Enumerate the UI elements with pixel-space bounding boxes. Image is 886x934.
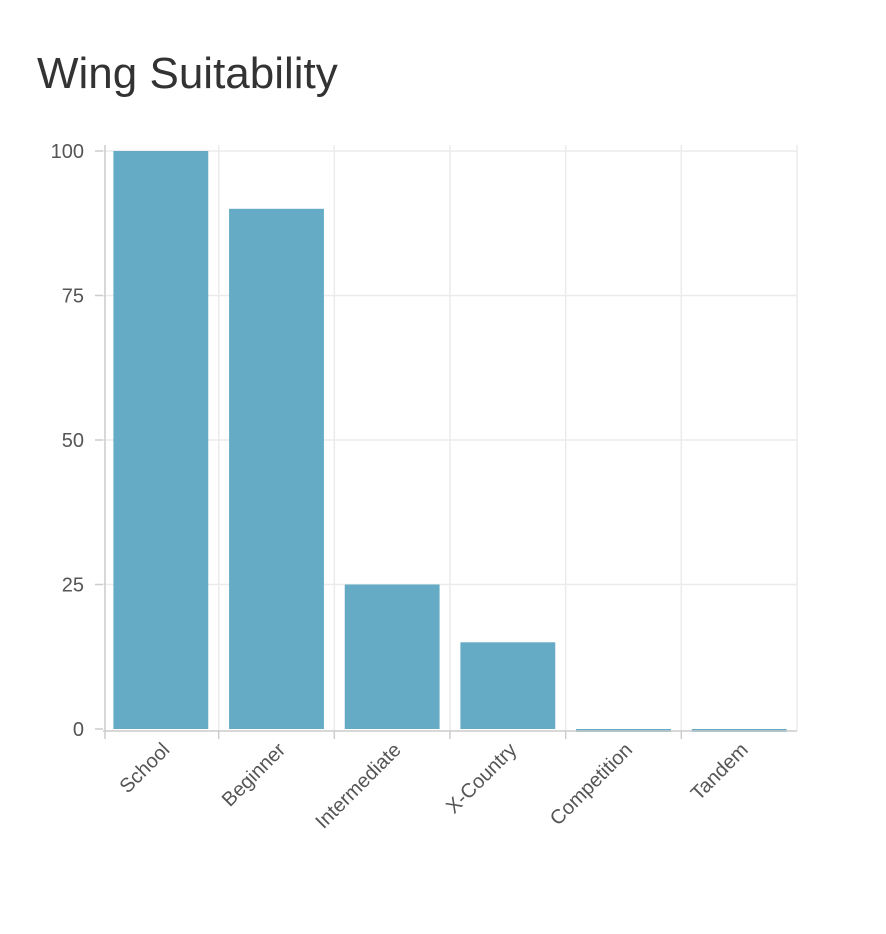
bars [113,151,787,732]
x-tick-label: Beginner [218,739,290,811]
bar-beginner [229,208,324,730]
x-tick-label: School [116,739,175,798]
x-tick-label: Intermediate [312,739,406,833]
axes [95,145,797,739]
y-tick-label: 0 [73,719,84,741]
bar-x-country [460,642,556,729]
bar-intermediate [344,584,440,729]
x-tick-label: Competition [546,739,637,830]
grid [103,145,798,731]
chart-title: Wing Suitability [37,49,338,98]
y-tick-label: 100 [51,141,84,163]
y-tick-label: 75 [62,286,84,308]
x-tick-label: Tandem [687,739,753,805]
y-tick-label: 25 [62,575,84,597]
y-tick-label: 50 [62,430,84,452]
x-tick-label: X-Country [442,739,521,818]
bar-school [113,151,209,729]
